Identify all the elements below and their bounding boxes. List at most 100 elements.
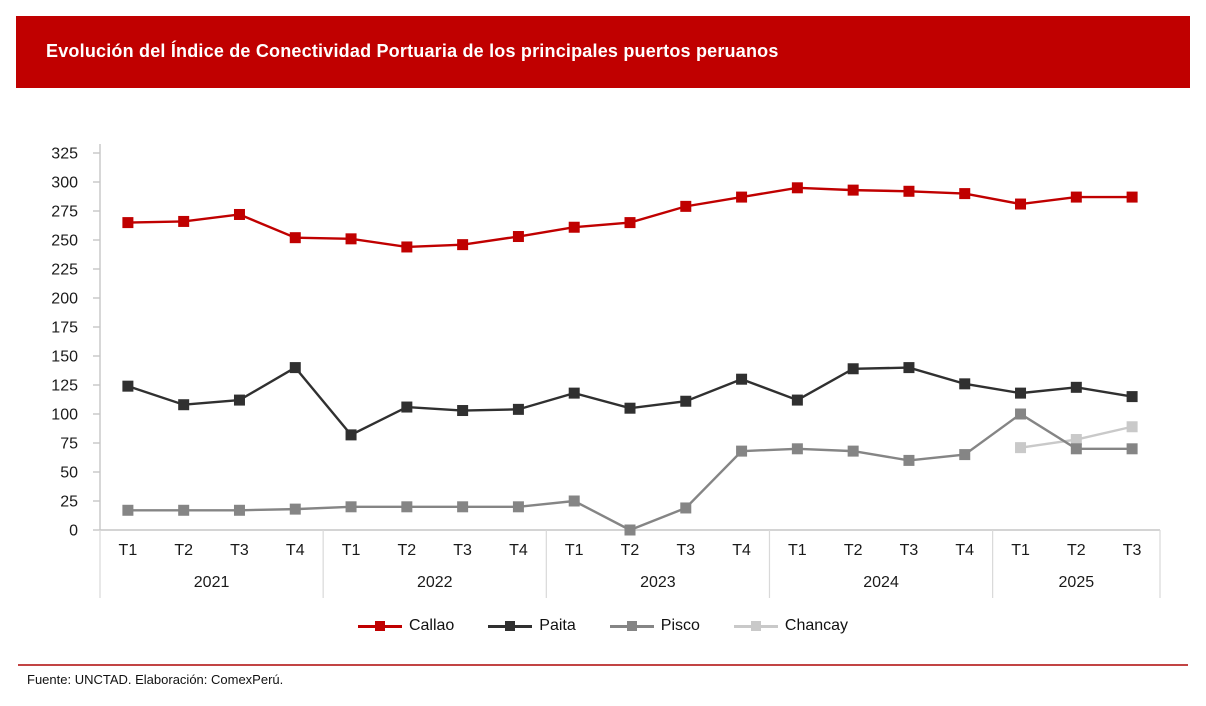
data-point-marker [512, 403, 524, 415]
legend-label: Callao [408, 617, 455, 634]
data-point-marker [178, 215, 190, 227]
data-point-marker [178, 399, 190, 411]
x-tick-label: T1 [565, 542, 584, 559]
data-point-marker [401, 401, 413, 413]
data-point-marker [457, 501, 469, 513]
data-point-marker [1015, 198, 1027, 210]
data-point-marker [791, 182, 803, 194]
data-point-marker [512, 231, 524, 243]
data-point-marker [122, 504, 134, 516]
data-point-marker [457, 405, 469, 417]
data-point-marker [1070, 381, 1082, 393]
legend-marker-pisco [609, 620, 654, 632]
data-point-marker [1126, 391, 1138, 403]
data-point-marker [178, 504, 190, 516]
y-tick-label: 150 [51, 349, 78, 366]
x-tick-label: T3 [676, 542, 695, 559]
legend-item-pisco: Pisco [609, 617, 700, 635]
data-point-marker [847, 363, 859, 375]
series-line [127, 366, 1133, 437]
data-point-marker [1126, 421, 1138, 433]
data-point-marker [1126, 443, 1138, 455]
data-point-marker [401, 501, 413, 513]
y-tick-label: 325 [51, 146, 78, 163]
x-tick-label: T2 [174, 542, 193, 559]
y-tick-label: 200 [51, 291, 78, 308]
data-point-marker [736, 445, 748, 457]
legend-label: Paita [539, 617, 576, 634]
data-point-marker [903, 454, 915, 466]
y-tick-label: 125 [51, 378, 78, 395]
y-tick-label: 175 [51, 320, 78, 337]
x-tick-label: T2 [621, 542, 640, 559]
data-point-marker [289, 362, 301, 374]
data-point-marker [624, 402, 636, 414]
data-point-marker [736, 373, 748, 385]
data-point-marker [1126, 191, 1138, 203]
series-pisco [122, 408, 1138, 536]
data-point-marker [345, 429, 357, 441]
chart-area: 0 25 50 75 100 125 150 175 200 225 250 275 300 325 T1 T… [16, 110, 1190, 610]
x-tick-label: T3 [1123, 542, 1142, 559]
series-chancay [1015, 421, 1138, 454]
source-note: Fuente: UNCTAD. Elaboración: ComexPerú. [27, 672, 284, 687]
y-tick-label: 300 [51, 175, 78, 192]
data-point-marker [457, 239, 469, 251]
data-point-marker [1015, 442, 1027, 454]
chart-svg: 0 25 50 75 100 125 150 175 200 225 250 275 300 325 T1 T… [51, 144, 1161, 598]
y-tick-label: 50 [60, 465, 78, 482]
x-tick-label: T1 [342, 542, 361, 559]
data-point-marker [568, 387, 580, 399]
x-tick-label: T4 [955, 542, 974, 559]
x-tick-label: T1 [119, 542, 138, 559]
x-tick-label: T4 [509, 542, 528, 559]
data-point-marker [345, 501, 357, 513]
series-line [127, 412, 1133, 532]
data-point-marker [791, 443, 803, 455]
data-point-marker [847, 445, 859, 457]
chart-legend: Callao Paita Pisco Chancay [0, 617, 1206, 635]
x-tick-label: T3 [453, 542, 472, 559]
data-point-marker [233, 504, 245, 516]
data-point-marker [903, 362, 915, 374]
data-point-marker [680, 200, 692, 212]
data-point-marker [791, 394, 803, 406]
title-bar: Evolución del Índice de Conectividad Por… [16, 16, 1190, 88]
year-label: 2021 [194, 574, 230, 591]
data-point-marker [959, 378, 971, 390]
year-label: 2022 [417, 574, 453, 591]
data-point-marker [568, 221, 580, 233]
legend-marker-chancay [733, 620, 778, 632]
x-tick-label: T3 [230, 542, 249, 559]
data-point-marker [233, 394, 245, 406]
data-point-marker [122, 217, 134, 229]
year-label: 2024 [863, 574, 899, 591]
data-point-marker [847, 184, 859, 196]
series-callao [122, 182, 1138, 253]
data-point-marker [289, 503, 301, 515]
legend-item-chancay: Chancay [733, 617, 849, 635]
data-point-marker [568, 495, 580, 507]
year-label: 2025 [1059, 574, 1095, 591]
data-point-marker [512, 501, 524, 513]
y-tick-label: 25 [60, 494, 78, 511]
legend-label: Pisco [660, 617, 700, 634]
y-axis: 0 25 50 75 100 125 150 175 200 225 250 275 300 325 [51, 144, 101, 540]
data-point-marker [122, 380, 134, 392]
data-point-marker [233, 208, 245, 220]
data-point-marker [1015, 408, 1027, 420]
x-tick-label: T2 [398, 542, 417, 559]
data-point-marker [959, 188, 971, 200]
y-tick-label: 100 [51, 407, 78, 424]
data-point-marker [903, 185, 915, 197]
page-title: Evolución del Índice de Conectividad Por… [46, 41, 779, 62]
x-tick-label: T2 [1067, 542, 1086, 559]
legend-label: Chancay [784, 617, 849, 634]
legend-item-callao: Callao [357, 617, 455, 635]
data-point-marker [1070, 443, 1082, 455]
y-tick-label: 0 [69, 523, 78, 540]
x-tick-label: T2 [844, 542, 863, 559]
x-axis: T1 T2 T3 T4 T1 T2 T3 T4 T1 T2 T3 T4 T1 T2 T3 T4 T1 T2 T320… [99, 529, 1161, 598]
x-tick-label: T1 [1011, 542, 1030, 559]
data-point-marker [345, 233, 357, 245]
